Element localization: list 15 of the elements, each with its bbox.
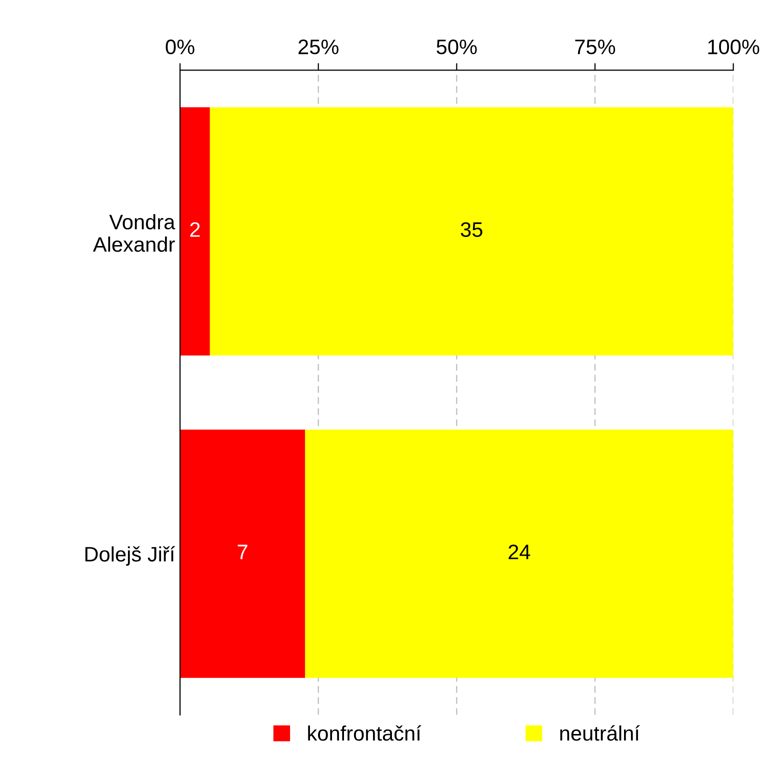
annotation: 35 <box>460 222 482 237</box>
annotation: 7 <box>238 544 248 560</box>
legend-label: neutrální <box>560 725 640 741</box>
annotation: 2 <box>190 222 200 237</box>
y-tick-label: Dolejš Jiří <box>85 546 176 566</box>
annotation: 24 <box>508 544 530 560</box>
x-tick-label: 25% <box>298 40 338 54</box>
x-tick-label: 0% <box>166 40 194 54</box>
x-tick-label: 75% <box>575 40 616 54</box>
legend-label: konfrontační <box>308 725 422 741</box>
x-tick-label: 100% <box>708 40 760 54</box>
bar <box>180 107 210 356</box>
bar <box>180 430 306 678</box>
y-tick-label: Vondra Alexandr <box>92 214 176 252</box>
x-tick-label: 50% <box>436 40 477 54</box>
